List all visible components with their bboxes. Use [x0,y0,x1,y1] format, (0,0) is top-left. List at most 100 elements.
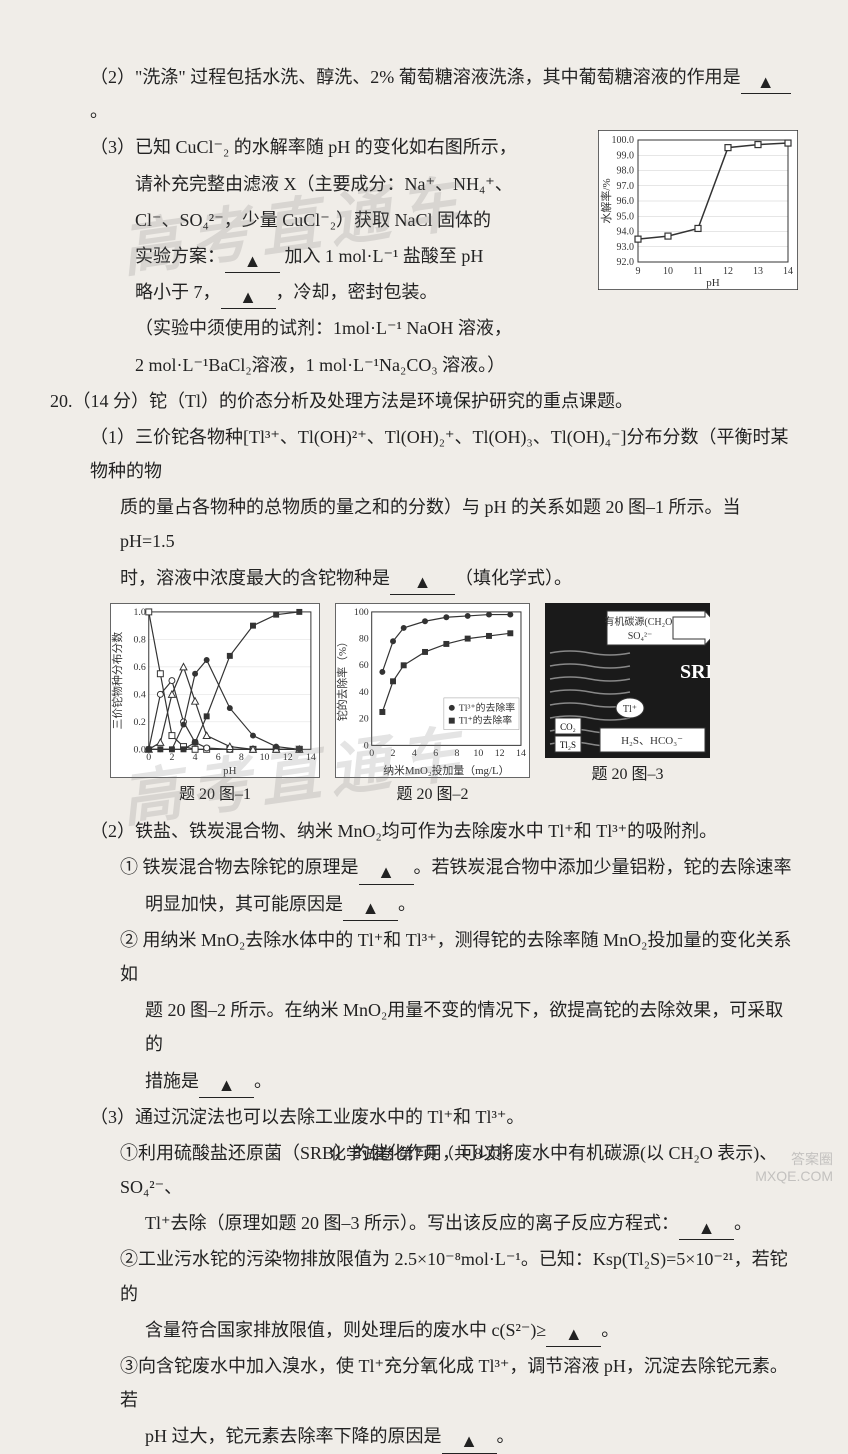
q20-sub3-2b-line: 含量符合国家排放限值，则处理后的废水中 c(S²⁻)≥ ▲ 。 [50,1313,798,1347]
svg-text:4: 4 [193,752,198,763]
svg-text:100: 100 [354,607,369,618]
svg-text:铊的去除率（%）: 铊的去除率（%） [335,636,349,721]
svg-text:13: 13 [753,266,763,277]
chart2-svg: 0.00.20.40.60.81.002468101214pH三价铊物种分布分数 [110,603,320,778]
corner-wm-2: MXQE.COM [755,1168,833,1185]
chart4-col: 有机碳源(CH₂O)SO₄²⁻SRBTl⁺CO₂Tl₂SH₂S、HCO₃⁻ 题 … [545,603,710,810]
svg-text:12: 12 [723,266,733,277]
svg-text:96.0: 96.0 [617,196,635,207]
q20-sub3-3blank: ▲ [460,1431,478,1451]
q20-sub3-3c: 。 [497,1426,515,1446]
q2-text-a: （2）"洗涤" 过程包括水洗、醇洗、2% 葡萄糖溶液洗涤，其中葡萄糖溶液的作用是 [90,67,741,87]
q20-sub1-c: 时，溶液中浓度最大的含铊物种是▲（填化学式）。 [50,561,798,595]
svg-text:12: 12 [283,752,293,763]
q20-sub3-1b-line: Tl⁺去除（原理如题 20 图–3 所示）。写出该反应的离子反应方程式： ▲ 。 [50,1206,798,1240]
svg-text:pH: pH [223,765,236,777]
svg-text:CO₂: CO₂ [560,722,576,732]
svg-text:12: 12 [495,748,505,759]
q20-sub1-a: （1）三价铊各物种[Tl³⁺、Tl(OH)²⁺、Tl(OH)₂⁺、Tl(OH)₃… [50,420,798,488]
q20-sub3-2a: ②工业污水铊的污染物排放限值为 2.5×10⁻⁸mol·L⁻¹。已知：Ksp(T… [50,1242,798,1310]
chart2-label: 题 20 图–1 [179,780,251,810]
chart1-svg: 92.093.094.095.096.097.098.099.0100.0910… [598,130,798,290]
svg-text:10: 10 [663,266,673,277]
q20-sub2-2c: 措施是 [145,1071,199,1091]
svg-text:14: 14 [783,266,793,277]
svg-text:11: 11 [693,266,703,277]
q20-sub3-2blank: ▲ [565,1324,583,1344]
svg-text:Tl⁺: Tl⁺ [623,704,637,715]
q20-sub3-3a: ③向含铊废水中加入溴水，使 Tl⁺充分氧化成 Tl³⁺，调节溶液 pH，沉淀去除… [50,1349,798,1417]
chart4-svg: 有机碳源(CH₂O)SO₄²⁻SRBTl⁺CO₂Tl₂SH₂S、HCO₃⁻ [545,603,710,758]
q20-sub2-2d: 。 [254,1071,272,1091]
q20-sub1-cb: （填化学式）。 [455,568,572,588]
svg-text:2: 2 [391,748,396,759]
q3-container: （3）已知 CuCl⁻₂ 的水解率随 pH 的变化如右图所示， 请补充完整由滤液… [50,130,798,383]
q3-text-block: （3）已知 CuCl⁻₂ 的水解率随 pH 的变化如右图所示， 请补充完整由滤液… [90,130,578,383]
chart3-svg: 02040608010002468101214Tl³⁺的去除率Tl⁺的去除率纳米… [335,603,530,778]
svg-text:6: 6 [433,748,438,759]
q20-sub3-1blank: ▲ [698,1218,716,1238]
svg-text:10: 10 [473,748,483,759]
q20-sub2-1blank1: ▲ [377,862,395,882]
svg-text:92.0: 92.0 [617,257,635,268]
svg-text:1.0: 1.0 [133,607,145,618]
svg-text:0: 0 [369,748,374,759]
svg-text:80: 80 [359,633,369,644]
q20-sub3-1c: 。 [734,1213,752,1233]
chart4-label: 题 20 图–3 [591,760,663,790]
svg-text:6: 6 [216,752,221,763]
q20-sub1-b: 质的量占各物种的总物质的量之和的分数）与 pH 的关系如题 20 图–1 所示。… [50,490,798,558]
q3-line7: 2 mol·L⁻¹BaCl₂溶液，1 mol·L⁻¹Na₂CO₃ 溶液。） [90,348,578,382]
q3-line4b: 加入 1 mol·L⁻¹ 盐酸至 pH [285,246,484,266]
svg-text:水解率/%: 水解率/% [599,179,613,224]
q20-sub2-2a: ② 用纳米 MnO₂去除水体中的 Tl⁺和 Tl³⁺，测得铊的去除率随 MnO₂… [50,923,798,991]
q20-sub3-header: （3）通过沉淀法也可以去除工业废水中的 Tl⁺和 Tl³⁺。 [50,1100,798,1134]
q3-line5b: ，冷却，密封包装。 [276,282,438,302]
q20-sub1-ca: 时，溶液中浓度最大的含铊物种是 [120,568,390,588]
svg-text:纳米MnO₂投加量（mg/L）: 纳米MnO₂投加量（mg/L） [383,763,509,777]
q20-sub3-2b: 含量符合国家排放限值，则处理后的废水中 c(S²⁻)≥ [145,1320,546,1340]
svg-text:98.0: 98.0 [617,166,635,177]
chart1-container: 92.093.094.095.096.097.098.099.0100.0910… [598,130,798,301]
q20-sub2-1b: 。若铁炭混合物中添加少量铝粉，铊的去除速率 [414,857,792,877]
q20-sub3-2c: 。 [601,1320,619,1340]
q20-sub2-1a: ① 铁炭混合物去除铊的原理是 [120,857,359,877]
q20-sub3-1b: Tl⁺去除（原理如题 20 图–3 所示）。写出该反应的离子反应方程式： [145,1213,679,1233]
svg-text:SRB: SRB [680,661,710,683]
svg-text:0.0: 0.0 [133,744,145,755]
q2-text-b: 。 [90,101,108,121]
q20-sub2-1blank2: ▲ [362,898,380,918]
q20-sub2-1c: 明显加快，其可能原因是 [145,894,343,914]
svg-text:0.8: 0.8 [133,634,145,645]
q20-sub2-1d: 。 [398,894,416,914]
q3-line3: Cl⁻、SO₄²⁻，少量 CuCl⁻₂）获取 NaCl 固体的 [90,203,578,237]
svg-text:8: 8 [239,752,244,763]
svg-text:93.0: 93.0 [617,242,635,253]
svg-text:2: 2 [169,752,174,763]
svg-text:0.4: 0.4 [133,689,145,700]
q3-line6: （实验中须使用的试剂：1mol·L⁻¹ NaOH 溶液， [90,311,578,345]
q20-sub3-3b: pH 过大，铊元素去除率下降的原因是 [145,1426,442,1446]
svg-text:0: 0 [364,740,369,751]
svg-text:SO₄²⁻: SO₄²⁻ [628,631,653,642]
q3-line5a: 略小于 7， [135,282,221,302]
svg-text:0: 0 [146,752,151,763]
q20-sub2-1-line2: 明显加快，其可能原因是 ▲ 。 [50,887,798,921]
svg-text:H₂S、HCO₃⁻: H₂S、HCO₃⁻ [621,735,683,747]
svg-text:8: 8 [455,748,460,759]
svg-text:94.0: 94.0 [617,227,635,238]
q20-sub2-header: （2）铁盐、铁炭混合物、纳米 MnO₂均可作为去除废水中 Tl⁺和 Tl³⁺的吸… [50,814,798,848]
chart3-label: 题 20 图–2 [396,780,468,810]
q2-line: （2）"洗涤" 过程包括水洗、醇洗、2% 葡萄糖溶液洗涤，其中葡萄糖溶液的作用是… [50,60,798,128]
q20-sub2-2blank: ▲ [218,1075,236,1095]
svg-text:60: 60 [359,660,369,671]
q3-line2: 请补充完整由滤液 X（主要成分：Na⁺、NH₄⁺、 [90,167,578,201]
chart4-diagram: 有机碳源(CH₂O)SO₄²⁻SRBTl⁺CO₂Tl₂SH₂S、HCO₃⁻ [545,603,710,758]
q20-sub3-3b-line: pH 过大，铊元素去除率下降的原因是 ▲ 。 [50,1419,798,1453]
svg-text:20: 20 [359,713,369,724]
svg-text:0.6: 0.6 [133,662,145,673]
svg-text:Tl₂S: Tl₂S [560,740,576,750]
q3-blank2: ▲ [239,287,257,307]
svg-text:三价铊物种分布分数: 三价铊物种分布分数 [110,631,124,729]
svg-text:14: 14 [306,752,316,763]
